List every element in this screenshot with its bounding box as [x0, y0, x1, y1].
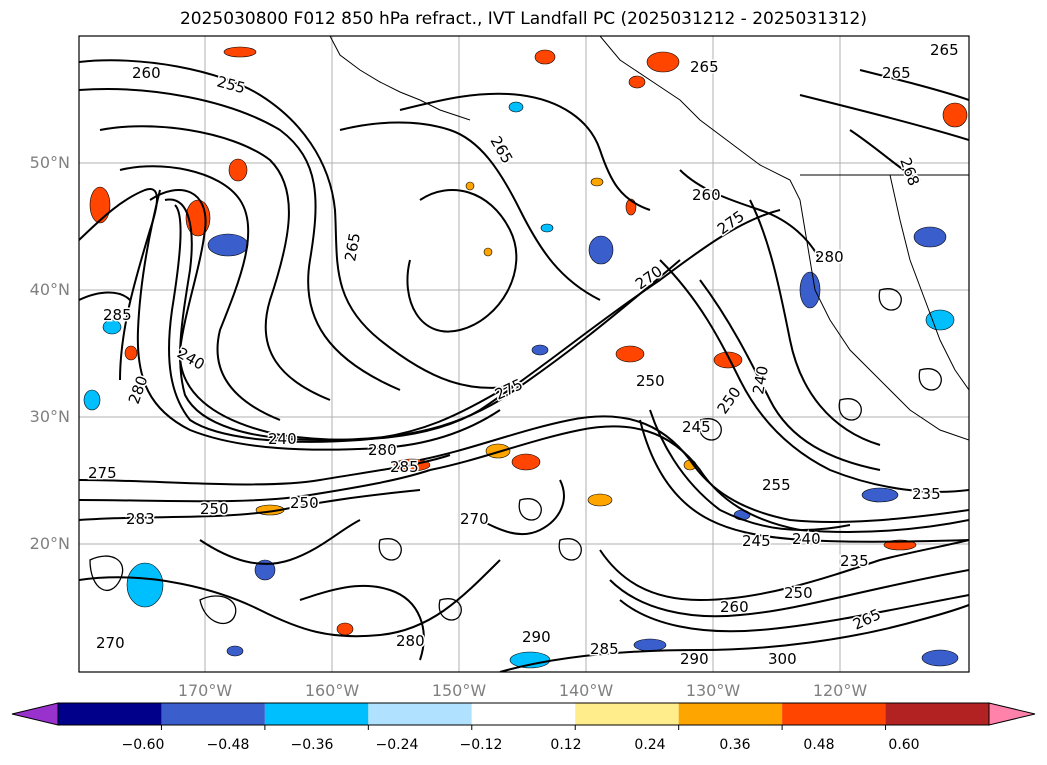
contour-label: 250	[784, 584, 813, 602]
contour-label: 285	[590, 640, 619, 658]
colorbar-frame	[57, 702, 990, 726]
colorbar-tick: 0.12	[550, 737, 582, 753]
contour-label: 290	[680, 650, 709, 668]
contour-label: 235	[840, 552, 869, 570]
contour-label: 255	[762, 476, 791, 494]
colorbar-segment	[161, 703, 265, 725]
graticule	[79, 36, 969, 672]
contour-labels: 260 255 265 265 265 265 265 260 275 270 …	[87, 40, 961, 670]
map-title: 2025030800 F012 850 hPa refract., IVT La…	[179, 9, 867, 29]
colorbar-tick: −0.48	[206, 737, 250, 753]
lon-label-120w: 120°W	[812, 681, 868, 700]
contour-lines	[79, 59, 969, 672]
contour-label: 270	[460, 510, 489, 528]
thin-contours	[89, 288, 942, 624]
colorbar-segment	[678, 703, 783, 725]
lon-label-140w: 140°W	[558, 681, 614, 700]
colorbar	[11, 702, 1036, 730]
colorbar-tick: 0.24	[634, 737, 666, 753]
contour-label: 245	[682, 418, 711, 436]
colorbar-segment	[264, 703, 369, 725]
lon-label-170w: 170°W	[177, 681, 233, 700]
contour-label: 260	[132, 64, 161, 82]
lon-label-150w: 150°W	[431, 681, 487, 700]
contour-label: 283	[126, 510, 155, 528]
contour-label: 280	[368, 441, 397, 459]
contour-label: 270	[96, 634, 125, 652]
map-frame	[78, 35, 970, 673]
colorbar-segment	[368, 703, 472, 725]
contour-label: 250	[200, 500, 229, 518]
colorbar-segment	[782, 703, 886, 725]
contour-label: 285	[390, 458, 419, 476]
colorbar-tick: 0.60	[888, 737, 920, 753]
contour-label: 275	[88, 464, 117, 482]
contour-label: 235	[912, 485, 941, 503]
contour-label: 250	[636, 372, 665, 390]
contour-label: 245	[742, 532, 771, 550]
contour-label: 250	[290, 494, 319, 512]
colorbar-segment	[58, 703, 162, 725]
contour-label: 265	[930, 41, 959, 59]
contour-label: 240	[792, 530, 821, 548]
colorbar-segment	[885, 703, 989, 725]
lat-label-50n: 50°N	[29, 153, 70, 172]
colorbar-tick: 0.48	[803, 737, 835, 753]
refractivity-anomaly-fills	[83, 46, 968, 669]
map-panel	[79, 36, 969, 672]
lat-label-30n: 30°N	[29, 407, 70, 426]
contour-label: 280	[396, 632, 425, 650]
colorbar-extend-high	[988, 702, 1036, 726]
colorbar-segment	[575, 703, 679, 725]
contour-label: 240	[268, 430, 297, 448]
contour-label: 265	[882, 64, 911, 82]
contour-label: 260	[720, 598, 749, 616]
contour-label: 285	[103, 306, 132, 324]
colorbar-extend-low	[11, 702, 59, 726]
colorbar-segment	[471, 703, 576, 725]
colorbar-tick: −0.24	[375, 737, 419, 753]
colorbar-tick: −0.36	[290, 737, 334, 753]
contour-label: 265	[690, 58, 719, 76]
lon-label-160w: 160°W	[304, 681, 360, 700]
coastlines	[329, 36, 969, 441]
contour-label: 280	[815, 248, 844, 266]
contour-label: 300	[768, 650, 797, 668]
lat-label-20n: 20°N	[29, 534, 70, 553]
colorbar-tick: −0.12	[459, 737, 503, 753]
contour-label: 290	[522, 628, 551, 646]
colorbar-tick: −0.60	[121, 737, 165, 753]
colorbar-tick: 0.36	[719, 737, 751, 753]
lon-label-130w: 130°W	[685, 681, 741, 700]
contour-label: 260	[692, 186, 721, 204]
lat-label-40n: 40°N	[29, 280, 70, 299]
